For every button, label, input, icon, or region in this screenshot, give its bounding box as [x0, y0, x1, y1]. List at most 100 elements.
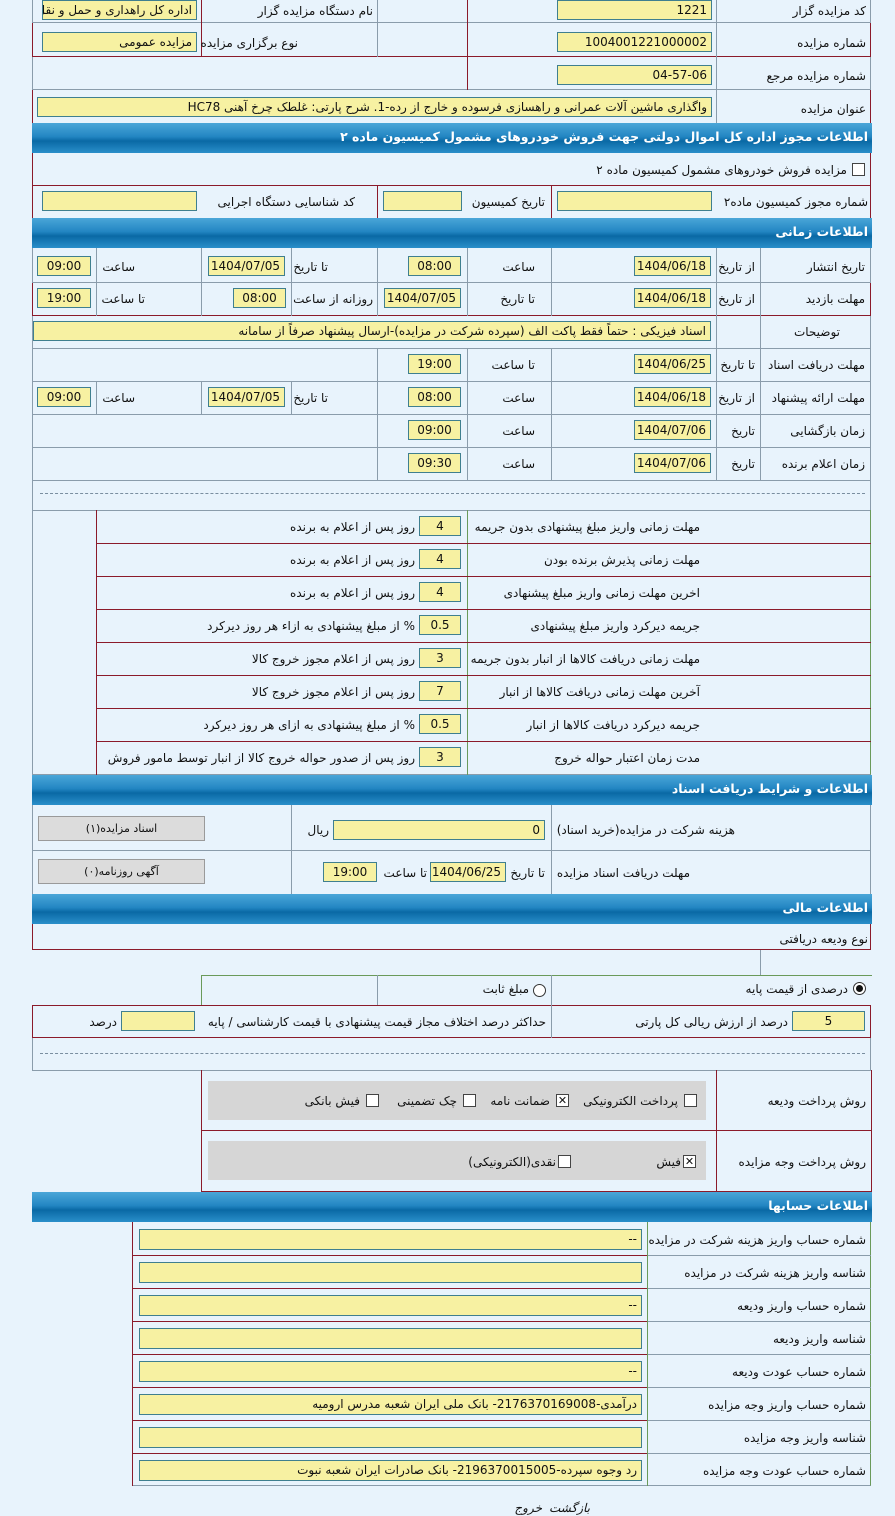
radio-percent[interactable] [853, 982, 866, 995]
account-field[interactable]: -- [139, 1295, 642, 1316]
account-field[interactable] [139, 1328, 642, 1349]
visit-to-date[interactable]: 1404/07/05 [384, 288, 461, 308]
account-label: شماره حساب واریز وجه مزایده [708, 1398, 866, 1412]
exit-link[interactable]: خروج [514, 1501, 542, 1515]
exec-code-label: کد شناسایی دستگاه اجرایی [217, 195, 355, 209]
term-label: اخرین مهلت زمانی واریز مبلغ پیشنهادی [503, 586, 700, 600]
payment-method-checkbox-0[interactable]: ✕ [683, 1155, 696, 1168]
from-date-label: از تاریخ [718, 391, 755, 405]
winner-time[interactable]: 09:30 [408, 453, 461, 473]
docs-deadline-date[interactable]: 1404/06/25 [430, 862, 506, 882]
term-value-field[interactable]: 4 [419, 516, 461, 536]
term-value-field[interactable]: 4 [419, 549, 461, 569]
visit-daily-to[interactable]: 19:00 [37, 288, 91, 308]
permit-field[interactable] [557, 191, 712, 211]
deposit-method-checkbox-3[interactable] [366, 1094, 379, 1107]
auction-documents-button[interactable]: اسناد مزایده(۱) [38, 816, 205, 841]
commission-header: اطلاعات مجوز اداره کل اموال دولتی جهت فر… [32, 123, 872, 153]
term-suffix: % از مبلغ پیشنهادی به ازای هر روز دیرکرد [203, 718, 415, 732]
deposit-method-options [208, 1081, 706, 1120]
term-suffix: % از مبلغ پیشنهادی به ازاء هر روز دیرکرد [207, 619, 415, 633]
opening-date[interactable]: 1404/07/06 [634, 420, 711, 440]
docs-to-time[interactable]: 19:00 [408, 354, 461, 374]
account-field[interactable] [139, 1262, 642, 1283]
commission-checkbox[interactable] [852, 163, 865, 176]
exec-code-field[interactable] [42, 191, 197, 211]
daily-from-label: روزانه از ساعت [293, 292, 373, 306]
offer-from-date[interactable]: 1404/06/18 [634, 387, 711, 407]
term-value-field[interactable]: 0.5 [419, 714, 461, 734]
offer-label: مهلت ارائه پیشنهاد [771, 391, 865, 405]
auctioneer-code-field[interactable]: 1221 [557, 0, 712, 20]
account-field[interactable]: درآمدی-2176370169008- بانک ملی ایران شعب… [139, 1394, 642, 1415]
max-diff-field[interactable] [121, 1011, 195, 1031]
commission-date-field[interactable] [383, 191, 462, 211]
notes-field[interactable]: اسناد فیزیکی : حتماً فقط پاکت الف (سپرده… [33, 321, 711, 341]
fee-field[interactable]: 0 [333, 820, 545, 840]
docs-deadline-label: مهلت دریافت اسناد مزایده [556, 866, 690, 880]
fee-label: هزینه شرکت در مزایده(خرید اسناد) [556, 823, 735, 837]
publish-from-time[interactable]: 08:00 [408, 256, 461, 276]
term-value-field[interactable]: 3 [419, 648, 461, 668]
offer-to-time[interactable]: 09:00 [37, 387, 91, 407]
account-field[interactable]: -- [139, 1229, 642, 1250]
term-value-field[interactable]: 0.5 [419, 615, 461, 635]
radio-row [201, 975, 872, 1005]
row-fee [32, 805, 871, 851]
max-diff-unit: درصد [89, 1015, 117, 1029]
term-label: جریمه دیرکرد دریافت کالاها از انبار [526, 718, 700, 732]
account-label: شماره حساب واریز ودیعه [737, 1299, 866, 1313]
account-field[interactable]: رد وجوه سپرده-2196370015005- بانک صادرات… [139, 1460, 642, 1481]
row-deposit-type [32, 924, 871, 950]
row-winner [32, 448, 871, 481]
title-field[interactable]: واگذاری ماشین آلات عمرانی و راهسازی فرسو… [37, 97, 712, 117]
auction-number-field[interactable]: 1004001221000002 [557, 32, 712, 52]
docs-to-date[interactable]: 1404/06/25 [634, 354, 711, 374]
back-link[interactable]: بازگشت [549, 1501, 590, 1515]
until-time-label: تا ساعت [491, 358, 535, 372]
term-label: مهلت زمانی واریز مبلغ پیشنهادی بدون جریم… [474, 520, 700, 534]
time-label: ساعت [502, 260, 535, 274]
auction-type-field[interactable]: مزایده عمومی [42, 32, 197, 52]
visit-label: مهلت بازدید [805, 292, 865, 306]
term-value-field[interactable]: 4 [419, 582, 461, 602]
newspaper-ad-button[interactable]: آگهی روزنامه(۰) [38, 859, 205, 884]
term-value-field[interactable]: 7 [419, 681, 461, 701]
to-time-label: تا ساعت [383, 866, 427, 880]
term-value-field[interactable]: 3 [419, 747, 461, 767]
time-label: ساعت [102, 260, 135, 274]
row-docs-deadline [32, 349, 871, 382]
publish-to-date[interactable]: 1404/07/05 [208, 256, 285, 276]
to-date-label: تا تاریخ [293, 260, 328, 274]
publish-to-time[interactable]: 09:00 [37, 256, 91, 276]
deposit-method-checkbox-2[interactable] [463, 1094, 476, 1107]
radio-fixed[interactable] [533, 984, 546, 997]
notes-label: توضیحات [793, 325, 840, 339]
account-label: شناسه واریز وجه مزایده [743, 1431, 866, 1445]
winner-date[interactable]: 1404/07/06 [634, 453, 711, 473]
visit-daily-from[interactable]: 08:00 [233, 288, 286, 308]
org-name-field[interactable]: اداره کل راهداری و حمل و نقل [42, 0, 197, 20]
payment-method-checkbox-1[interactable] [558, 1155, 571, 1168]
deposit-method-checkbox-1[interactable]: ✕ [556, 1094, 569, 1107]
visit-from-date[interactable]: 1404/06/18 [634, 288, 711, 308]
term-suffix: روز پس از صدور حواله خروج کالا از انبار … [107, 751, 415, 765]
opening-label: زمان بازگشایی [790, 424, 865, 438]
term-label: مهلت زمانی پذیرش برنده بودن [543, 553, 700, 567]
spacer-row [32, 481, 871, 511]
account-label: شماره حساب عودت وجه مزایده [702, 1464, 866, 1478]
opening-time[interactable]: 09:00 [408, 420, 461, 440]
percent-field[interactable]: 5 [792, 1011, 865, 1031]
publish-from-date[interactable]: 1404/06/18 [634, 256, 711, 276]
offer-to-date[interactable]: 1404/07/05 [208, 387, 285, 407]
docs-deadline-time[interactable]: 19:00 [323, 862, 377, 882]
divider [40, 1053, 865, 1054]
deposit-method-checkbox-0[interactable] [684, 1094, 697, 1107]
account-field[interactable]: -- [139, 1361, 642, 1382]
to-date-label: تا تاریخ [720, 358, 755, 372]
account-field[interactable] [139, 1427, 642, 1448]
row-notes [32, 316, 871, 349]
offer-from-time[interactable]: 08:00 [408, 387, 461, 407]
auction-type-label: نوع برگزاری مزایده [200, 36, 298, 50]
ref-number-field[interactable]: 04-57-06 [557, 65, 712, 85]
